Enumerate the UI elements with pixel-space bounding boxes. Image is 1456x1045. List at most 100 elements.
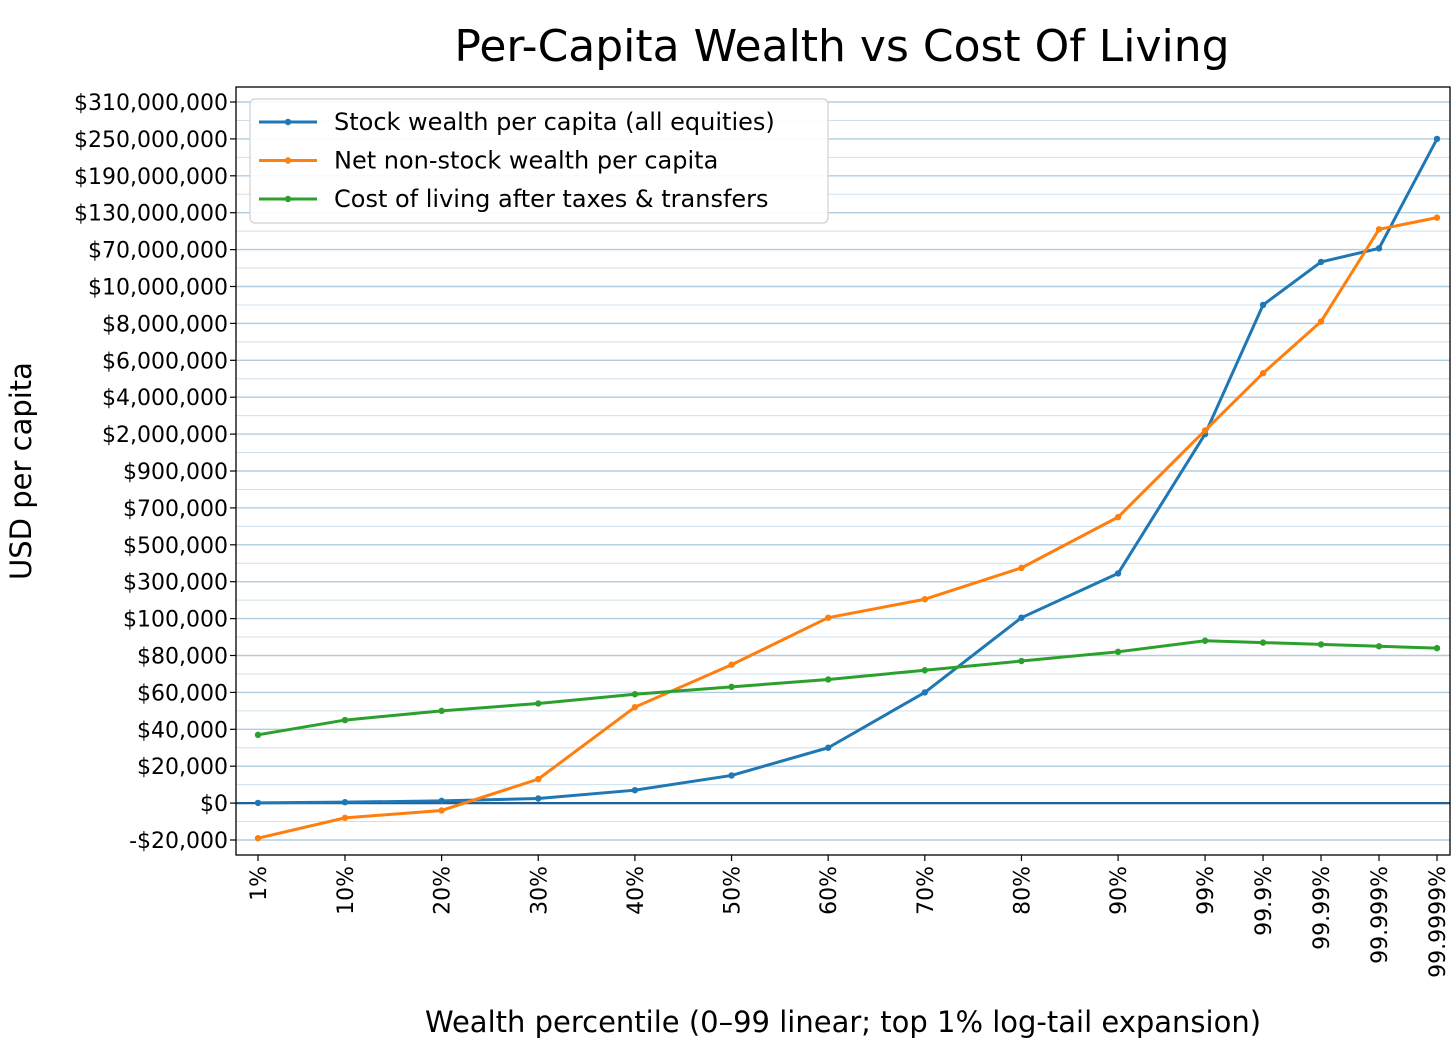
data-point [1201, 427, 1209, 434]
y-tick-label: $6,000,000 [102, 349, 228, 374]
y-tick-label: $4,000,000 [102, 386, 228, 411]
data-point [1433, 135, 1441, 143]
legend-marker [284, 157, 292, 164]
x-axis-label: Wealth percentile (0–99 linear; top 1% l… [425, 1005, 1261, 1039]
legend-label: Cost of living after taxes & transfers [334, 185, 769, 213]
data-point [921, 596, 929, 603]
x-tick-label: 99.999% [1368, 866, 1393, 964]
data-point [1375, 643, 1383, 650]
y-tick-label: $40,000 [137, 718, 228, 743]
legend-item: Net non-stock wealth per capita [259, 147, 718, 175]
y-tick-label: $100,000 [123, 608, 228, 633]
x-tick-label: 99% [1194, 866, 1219, 915]
legend-label: Net non-stock wealth per capita [334, 147, 718, 175]
data-point [1259, 301, 1267, 309]
data-point [535, 775, 542, 783]
data-point [1433, 644, 1441, 652]
data-point [1201, 637, 1209, 644]
data-point [1018, 657, 1025, 665]
y-tick-label: $190,000,000 [74, 165, 228, 190]
data-point [631, 691, 639, 698]
data-point [535, 700, 542, 707]
x-tick-label: 10% [334, 866, 359, 915]
data-point [1114, 513, 1122, 521]
x-tick-label: 50% [721, 866, 746, 915]
data-point [728, 683, 735, 691]
data-point [1317, 641, 1325, 648]
data-point [254, 799, 262, 807]
series-1 [254, 214, 1441, 842]
x-tick-label: 99.9% [1252, 866, 1277, 936]
data-point [824, 614, 832, 621]
y-tick-label: $80,000 [137, 645, 228, 670]
y-tick-label: $130,000,000 [74, 202, 228, 227]
y-tick-label: $70,000,000 [88, 239, 228, 264]
x-tick-label: 20% [431, 866, 456, 915]
legend-box [249, 98, 829, 224]
data-point [728, 772, 735, 779]
data-point [1018, 564, 1025, 572]
data-point [921, 667, 929, 674]
data-point [824, 676, 832, 683]
data-point [341, 814, 349, 822]
chart-title: Per-Capita Wealth vs Cost Of Living [454, 21, 1229, 72]
x-tick-label: 99.99% [1310, 866, 1335, 950]
y-axis-label: USD per capita [4, 362, 38, 580]
data-point [1433, 214, 1441, 221]
series-lines [254, 135, 1441, 842]
x-tick-label: 70% [914, 866, 939, 915]
data-point [1317, 318, 1325, 325]
data-point [631, 786, 639, 794]
y-tick-label: -$20,000 [129, 829, 228, 854]
legend-marker [284, 195, 292, 203]
y-axis-ticks: -$20,000 $0 $20,000 $40,000 $60,000 $80,000 $1… [74, 91, 236, 854]
legend-item: Stock wealth per capita (all equities) [259, 108, 775, 136]
y-tick-label: $8,000,000 [102, 312, 228, 337]
data-point [728, 661, 735, 668]
x-axis-ticks: 1% 10% 20% 30% 40% 50% 60% 70% 80% 90% 99% 99.9% 99.… [247, 855, 1451, 978]
data-point [341, 716, 349, 724]
legend-label: Stock wealth per capita (all equities) [334, 108, 775, 136]
data-point [1018, 614, 1025, 621]
x-tick-label: 30% [527, 866, 552, 915]
data-point [1114, 570, 1122, 577]
y-tick-label: $900,000 [123, 460, 228, 485]
data-point [254, 834, 262, 842]
y-tick-label: $500,000 [123, 534, 228, 559]
y-tick-label: $2,000,000 [102, 423, 228, 448]
data-point [438, 707, 445, 715]
y-tick-label: $10,000,000 [88, 276, 228, 301]
y-tick-label: $20,000 [137, 755, 228, 780]
data-point [438, 797, 445, 805]
x-tick-label: 80% [1010, 866, 1035, 915]
x-tick-label: 60% [817, 866, 842, 915]
x-tick-label: 90% [1107, 866, 1132, 915]
legend: Stock wealth per capita (all equities) Ne… [249, 98, 829, 224]
data-point [1114, 648, 1122, 656]
legend-item: Cost of living after taxes & transfers [259, 185, 769, 213]
data-point [631, 703, 639, 711]
data-point [1375, 245, 1383, 252]
series-2 [254, 637, 1441, 739]
data-point [341, 798, 349, 806]
data-point [1317, 258, 1325, 266]
gridlines [236, 101, 1450, 841]
x-tick-label: 1% [247, 866, 272, 901]
y-tick-label: $60,000 [137, 681, 228, 706]
y-tick-label: $250,000,000 [74, 128, 228, 153]
data-point [921, 689, 929, 696]
data-point [1259, 639, 1267, 646]
data-point [438, 807, 445, 814]
y-tick-label: $310,000,000 [74, 91, 228, 116]
y-tick-label: $300,000 [123, 571, 228, 596]
y-tick-label: $0 [200, 792, 228, 817]
data-point [824, 744, 832, 751]
data-point [535, 795, 542, 802]
data-point [1375, 226, 1383, 233]
legend-marker [284, 118, 292, 126]
data-point [254, 731, 262, 739]
x-tick-label: 99.9999% [1426, 866, 1451, 978]
x-tick-label: 40% [624, 866, 649, 915]
y-tick-label: $700,000 [123, 497, 228, 522]
